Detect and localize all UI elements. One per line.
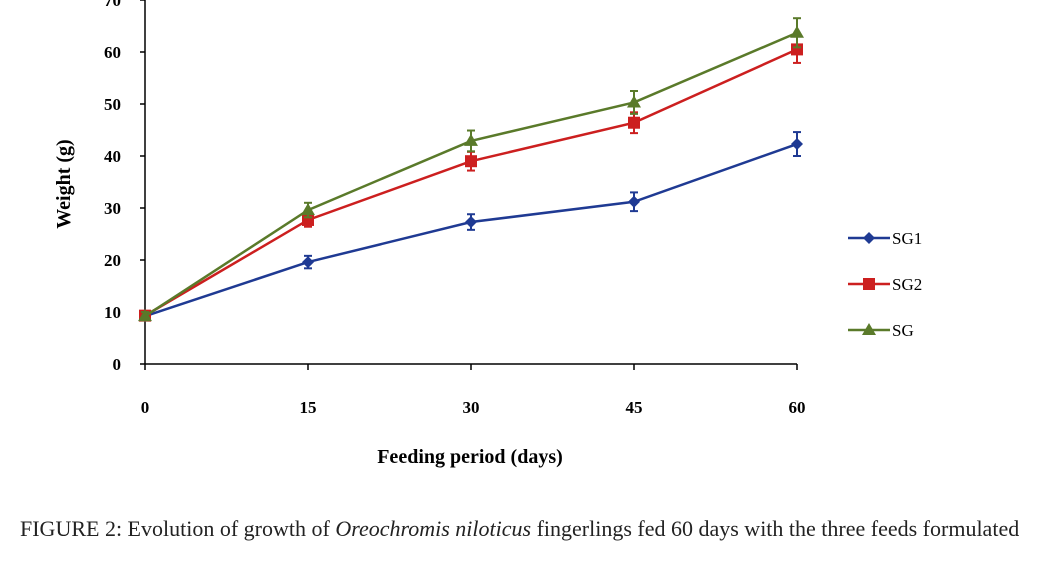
series-layer xyxy=(138,17,804,323)
data-point xyxy=(628,195,640,208)
legend-label: SG1 xyxy=(892,229,922,248)
legend-marker xyxy=(862,323,876,335)
legend-label: SG2 xyxy=(892,275,922,294)
data-point xyxy=(138,309,152,322)
y-tick-label: 40 xyxy=(104,147,121,166)
x-tick-label: 45 xyxy=(626,398,643,417)
series-line-sg2 xyxy=(144,48,798,317)
x-tick-label: 60 xyxy=(789,398,806,417)
figure-caption: FIGURE 2: Evolution of growth of Oreochr… xyxy=(20,509,1024,549)
series-sg2 xyxy=(139,34,803,322)
data-point xyxy=(302,256,314,269)
y-tick-label: 50 xyxy=(104,95,121,114)
caption-suffix: fingerlings fed 60 days with the three f… xyxy=(531,516,1020,541)
x-axis-title: Feeding period (days) xyxy=(377,446,563,468)
axes: 0 10 20 30 40 50 60 70 0 15 30 45 60 xyxy=(104,0,806,417)
data-point xyxy=(464,133,478,146)
y-tick-label: 70 xyxy=(104,0,121,10)
y-tick-label: 10 xyxy=(104,303,121,322)
data-point xyxy=(790,25,804,38)
series-line-sg xyxy=(144,31,798,318)
x-tick-label: 0 xyxy=(141,398,150,417)
series-sg xyxy=(138,17,804,322)
legend-label: SG xyxy=(892,321,914,340)
x-tick-label: 30 xyxy=(463,398,480,417)
y-tick-label: 0 xyxy=(113,355,122,374)
y-tick-label: 60 xyxy=(104,43,121,62)
legend-marker xyxy=(863,278,875,290)
legend-item-sg: SG xyxy=(848,321,914,340)
data-point xyxy=(301,203,315,216)
data-point xyxy=(465,155,477,168)
data-point xyxy=(627,95,641,108)
legend-item-sg1: SG1 xyxy=(848,229,922,248)
line-chart: 0 10 20 30 40 50 60 70 0 15 30 45 60 SG1 SG2 SG Feedin… xyxy=(53,0,922,468)
legend-marker xyxy=(863,232,875,244)
caption-prefix: FIGURE 2: Evolution of growth of xyxy=(20,516,336,541)
x-tick-label: 15 xyxy=(300,398,317,417)
y-tick-label: 20 xyxy=(104,251,121,270)
y-axis-title: Weight (g) xyxy=(53,139,75,228)
data-point xyxy=(628,116,640,129)
data-point xyxy=(791,138,803,151)
caption-species: Oreochromis niloticus xyxy=(335,516,532,541)
legend-item-sg2: SG2 xyxy=(848,275,922,294)
data-point xyxy=(465,216,477,229)
legend: SG1 SG2 SG xyxy=(848,229,922,340)
y-tick-label: 30 xyxy=(104,199,121,218)
